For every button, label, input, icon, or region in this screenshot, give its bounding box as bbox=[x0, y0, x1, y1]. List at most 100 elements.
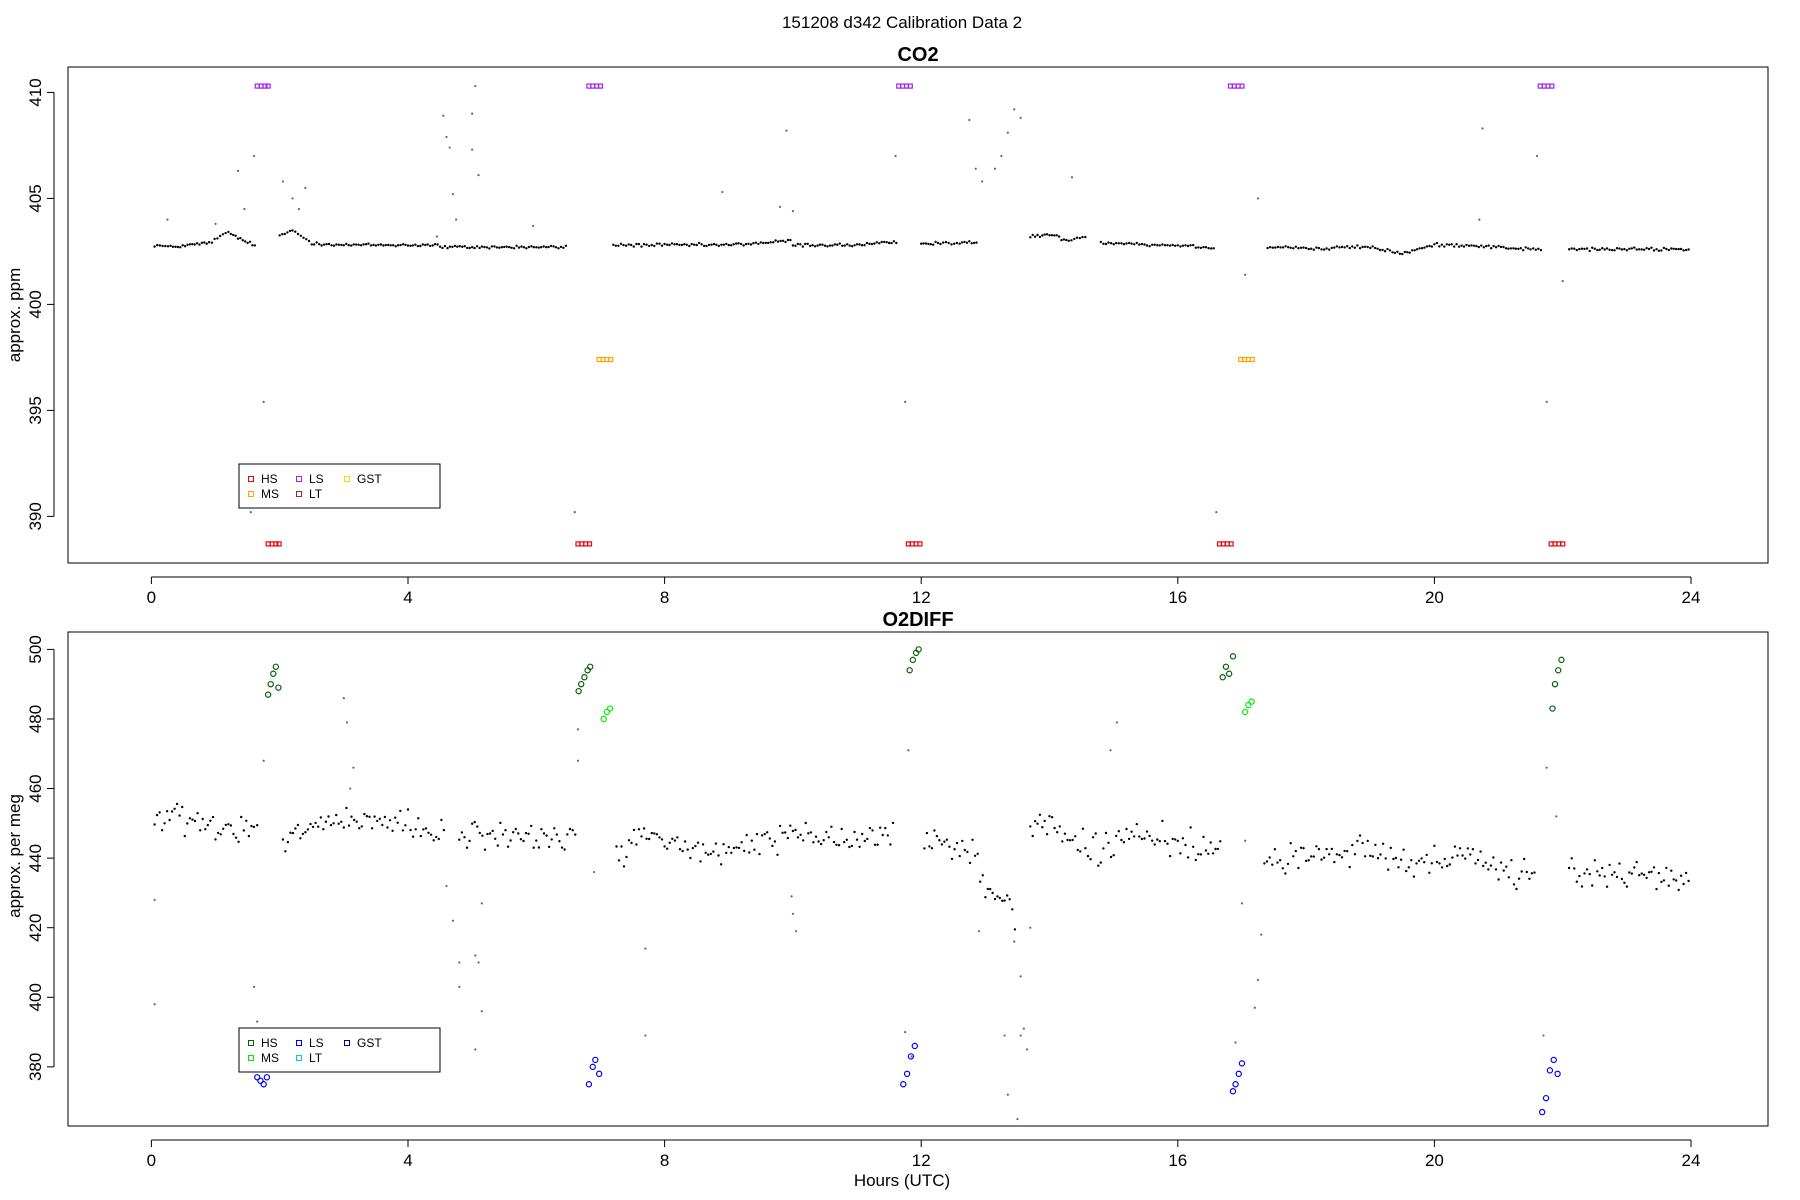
o2diff-data-point bbox=[732, 846, 736, 850]
o2diff-data-point bbox=[1392, 857, 1395, 861]
o2diff-calibration-point bbox=[581, 674, 588, 681]
o2diff-data-point bbox=[530, 824, 533, 828]
co2-data-point bbox=[1140, 242, 1144, 246]
co2-data-point bbox=[848, 244, 851, 247]
co2-data-point bbox=[1430, 245, 1434, 248]
o2diff-data-point bbox=[1171, 837, 1174, 841]
co2-data-point bbox=[826, 245, 829, 248]
o2diff-data-point bbox=[1317, 847, 1321, 851]
co2-data-point bbox=[1598, 248, 1601, 251]
o2diff-legend-label: LT bbox=[309, 1051, 323, 1065]
co2-calibration-point bbox=[262, 83, 268, 89]
o2diff-outlier-point bbox=[977, 930, 981, 933]
co2-data-point bbox=[374, 244, 378, 247]
co2-data-point bbox=[1304, 246, 1308, 250]
o2diff-data-point bbox=[358, 827, 361, 830]
co2-outlier-point bbox=[455, 218, 458, 221]
co2-data-point bbox=[850, 245, 854, 248]
o2diff-data-point bbox=[1517, 877, 1521, 880]
co2-data-point bbox=[1467, 244, 1471, 247]
o2diff-calibration-point bbox=[578, 680, 585, 688]
co2-data-point bbox=[1670, 247, 1673, 250]
o2diff-data-point bbox=[1043, 819, 1046, 823]
o2diff-calibration-point bbox=[1225, 670, 1233, 677]
o2diff-data-point bbox=[673, 839, 677, 842]
o2diff-data-point bbox=[299, 837, 302, 840]
co2-data-point bbox=[320, 244, 323, 247]
o2diff-data-point bbox=[240, 815, 243, 819]
o2diff-data-point bbox=[645, 837, 648, 840]
co2-data-point bbox=[1524, 246, 1527, 249]
o2diff-calibration-point bbox=[907, 1053, 915, 1060]
co2-data-point bbox=[720, 243, 723, 246]
co2-data-point bbox=[804, 242, 807, 246]
co2-data-point bbox=[870, 242, 874, 246]
co2-data-point bbox=[1343, 246, 1346, 249]
co2-data-point bbox=[372, 243, 375, 247]
o2diff-x-tick-label: 16 bbox=[1168, 1151, 1187, 1170]
co2-outlier-point bbox=[442, 114, 445, 117]
co2-title: CO2 bbox=[897, 44, 938, 66]
co2-data-point bbox=[630, 243, 633, 247]
co2-data-point bbox=[466, 246, 469, 250]
co2-outlier-point bbox=[981, 180, 984, 183]
co2-data-point bbox=[823, 244, 827, 247]
o2diff-outlier-point bbox=[790, 895, 793, 898]
o2diff-data-point bbox=[376, 819, 379, 823]
o2diff-outlier-point bbox=[1545, 766, 1548, 769]
o2diff-data-point bbox=[1605, 885, 1609, 888]
o2diff-data-point bbox=[442, 828, 446, 832]
o2diff-data-point bbox=[409, 828, 412, 832]
o2diff-data-point bbox=[342, 826, 345, 829]
o2diff-data-point bbox=[712, 850, 715, 853]
o2diff-y-tick-label: 440 bbox=[26, 844, 45, 872]
co2-data-point bbox=[673, 243, 676, 246]
o2diff-outlier-point bbox=[1019, 975, 1022, 978]
o2diff-data-point bbox=[709, 852, 712, 856]
co2-outlier-point bbox=[262, 400, 265, 404]
co2-data-point bbox=[1633, 246, 1636, 249]
o2diff-data-point bbox=[1394, 856, 1398, 860]
o2diff-data-point bbox=[211, 815, 215, 819]
o2diff-data-point bbox=[998, 896, 1001, 900]
o2diff-data-point bbox=[930, 847, 934, 850]
co2-y-tick-label: 400 bbox=[26, 290, 45, 318]
o2diff-data-point bbox=[1011, 908, 1014, 911]
co2-data-point bbox=[968, 240, 971, 243]
o2diff-data-point bbox=[1423, 861, 1426, 864]
co2-data-point bbox=[218, 234, 222, 238]
o2diff-data-point bbox=[1446, 864, 1449, 868]
co2-data-point bbox=[1413, 249, 1416, 252]
o2diff-calibration-point bbox=[264, 691, 272, 698]
o2diff-data-point bbox=[725, 851, 728, 855]
o2diff-legend-swatch bbox=[296, 1040, 302, 1046]
co2-data-point bbox=[772, 241, 775, 244]
co2-data-point bbox=[764, 241, 767, 245]
co2-legend-label: GST bbox=[357, 472, 382, 486]
o2diff-calibration-point bbox=[1232, 1081, 1239, 1088]
co2-data-point bbox=[1415, 248, 1419, 251]
o2diff-data-point bbox=[1197, 853, 1200, 856]
o2diff-data-point bbox=[993, 897, 997, 901]
co2-data-point bbox=[757, 242, 760, 246]
co2-data-point bbox=[1207, 247, 1210, 250]
co2-data-point bbox=[1462, 245, 1466, 248]
co2-data-point bbox=[1453, 245, 1456, 248]
o2diff-calibration-point bbox=[575, 687, 582, 695]
co2-data-point bbox=[520, 245, 523, 248]
co2-data-point bbox=[1615, 247, 1619, 250]
co2-data-point bbox=[505, 245, 508, 248]
o2diff-data-point bbox=[424, 827, 428, 830]
co2-data-point bbox=[878, 242, 881, 245]
o2diff-data-point bbox=[1068, 839, 1072, 842]
o2diff-outlier-point bbox=[252, 985, 256, 988]
co2-data-point bbox=[1460, 244, 1463, 247]
co2-data-point bbox=[1317, 246, 1321, 250]
o2diff-outlier-point bbox=[1006, 1093, 1009, 1096]
o2diff-data-point bbox=[540, 828, 543, 831]
co2-data-point bbox=[924, 242, 928, 245]
co2-data-point bbox=[1438, 245, 1441, 248]
o2diff-outlier-point bbox=[1025, 1048, 1029, 1051]
co2-data-point bbox=[885, 241, 888, 244]
o2diff-data-point bbox=[1333, 860, 1336, 864]
